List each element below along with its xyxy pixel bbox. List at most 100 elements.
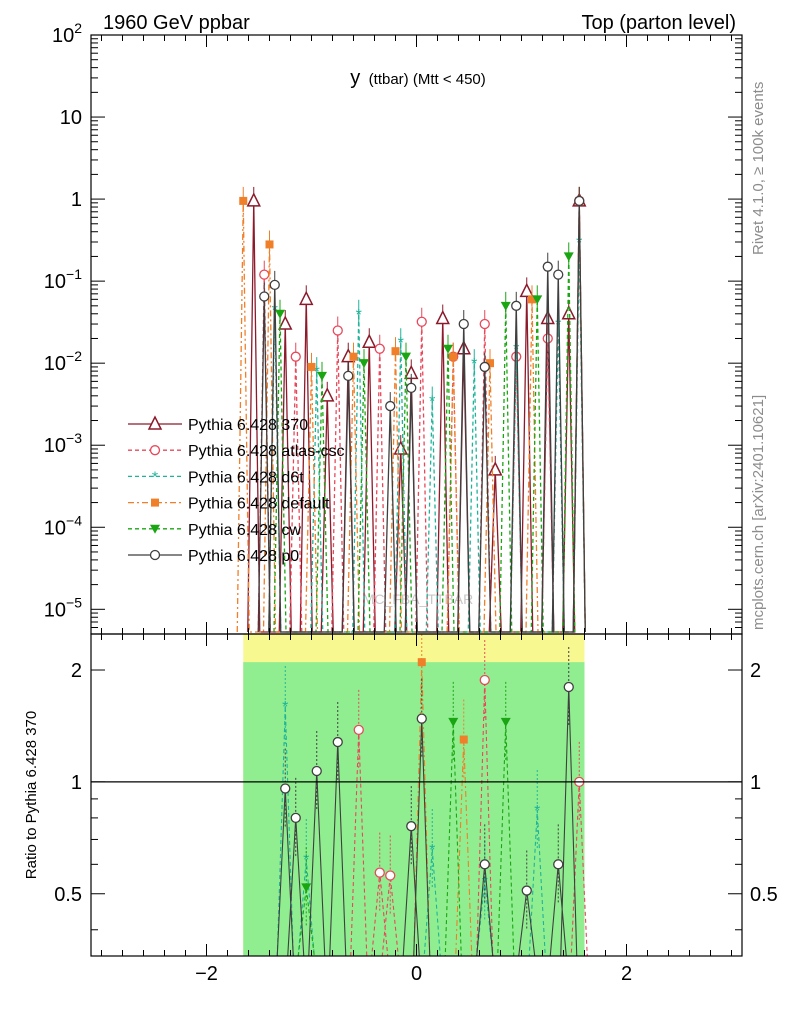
ratio-point: * — [429, 842, 435, 859]
legend-marker — [151, 498, 159, 507]
data-point: * — [513, 342, 519, 359]
data-point — [553, 269, 564, 280]
chart-title-sub: (ttbar) (Mtt < 450) — [369, 71, 486, 88]
data-point — [343, 370, 354, 382]
ratio-point — [563, 681, 574, 693]
legend-item: Pythia 6.428 atlas-csc — [128, 443, 345, 460]
data-point — [278, 315, 293, 330]
ratio-point — [301, 883, 312, 893]
ratio-point — [406, 821, 417, 832]
ratio-point — [448, 717, 459, 727]
rivet-version-label: Rivet 4.1.0, ≥ 100k events — [750, 82, 767, 255]
source-label: mcplots.cern.ch [arXiv:2401.10621] — [750, 395, 767, 630]
data-point — [391, 347, 400, 356]
legend-label: Pythia 6.428 cw — [188, 522, 301, 539]
ratio-point: * — [482, 874, 488, 891]
data-point: * — [471, 356, 477, 373]
data-point: * — [398, 335, 404, 352]
ratio-point — [417, 658, 426, 667]
data-point — [500, 301, 511, 311]
ratio-point — [459, 735, 468, 744]
ratio-y-tick-label: 2 — [71, 660, 82, 682]
data-point — [299, 290, 314, 306]
data-point — [317, 371, 327, 381]
data-point — [259, 269, 270, 280]
legend-item: Pythia 6.428 p0 — [128, 548, 299, 565]
y-tick-label: 102 — [52, 20, 82, 47]
y-tick-label: 10 — [60, 107, 82, 129]
legend-label: Pythia 6.428 370 — [188, 417, 308, 434]
data-point: * — [555, 317, 561, 334]
data-point — [511, 300, 522, 311]
ratio-y-tick-label: 0.5 — [54, 884, 82, 906]
data-point — [519, 282, 534, 298]
series-4 — [273, 242, 576, 633]
ratio-y-tick-label-right: 1 — [750, 772, 761, 794]
data-point — [393, 440, 408, 455]
data-point — [362, 333, 377, 348]
ratio-ylabel: Ratio to Pythia 6.428 370 — [23, 711, 40, 879]
header-left-label: 1960 GeV ppbar — [103, 12, 250, 34]
series-line — [257, 200, 586, 633]
legend-label: Pythia 6.428 atlas-csc — [188, 443, 345, 460]
data-point — [359, 359, 369, 369]
data-point — [269, 279, 280, 291]
data-point — [458, 318, 469, 330]
legend-label: Pythia 6.428 d6t — [188, 469, 304, 486]
data-point — [275, 309, 285, 319]
data-point — [486, 359, 494, 368]
y-tick-label: 10−5 — [44, 594, 82, 621]
data-point — [246, 192, 261, 207]
ratio-point — [500, 717, 511, 727]
y-tick-label: 1 — [71, 189, 82, 211]
ratio-point — [332, 736, 343, 748]
ratio-point — [553, 859, 564, 870]
data-point — [349, 352, 358, 361]
legend-item: Pythia 6.428 cw — [128, 522, 301, 539]
data-point — [401, 352, 411, 362]
data-point — [563, 252, 574, 262]
data-point: * — [429, 394, 435, 411]
chart-title: y (ttbar) (Mtt < 450) — [350, 67, 486, 89]
ratio-point — [416, 713, 427, 724]
legend-label: Pythia 6.428 p0 — [188, 548, 299, 565]
data-point — [239, 196, 248, 205]
y-tick-label: 10−4 — [44, 512, 82, 539]
watermark-label: MC_FBA_TTBAR — [363, 591, 473, 607]
ratio-band-green — [243, 662, 585, 956]
ratio-point — [311, 765, 322, 777]
x-tick-label: 0 — [411, 963, 422, 985]
ratio-y-tick-label-right: 2 — [750, 660, 761, 682]
y-tick-label: 10−2 — [44, 348, 82, 375]
ratio-point — [385, 870, 396, 881]
data-point — [259, 291, 270, 302]
series-5 — [257, 186, 586, 633]
ratio-point — [521, 885, 532, 896]
legend-label: Pythia 6.428 default — [188, 496, 330, 513]
data-point — [307, 362, 316, 371]
data-point — [385, 400, 396, 412]
data-point — [540, 309, 555, 325]
data-point — [320, 387, 335, 402]
data-point — [332, 325, 343, 336]
legend-item: Pythia 6.428 default — [128, 496, 330, 513]
data-point — [542, 333, 553, 344]
data-point — [479, 318, 490, 330]
data-point — [449, 352, 458, 361]
ratio-line — [297, 721, 515, 957]
data-point — [416, 316, 427, 327]
series-layer: ********* — [236, 186, 587, 633]
ratio-point — [280, 783, 291, 794]
data-point — [443, 344, 453, 354]
ratio-point — [479, 674, 490, 686]
ratio-y-tick-label: 1 — [71, 772, 82, 794]
chart-title-main: y — [350, 67, 360, 89]
ratio-series-layer: ***** — [276, 634, 588, 957]
y-tick-label: 10−1 — [44, 266, 82, 293]
legend-marker — [147, 415, 163, 430]
data-point — [374, 343, 385, 354]
ratio-point — [479, 859, 490, 870]
y-tick-label: 10−3 — [44, 430, 82, 457]
ratio-point — [353, 724, 364, 736]
x-tick-label: −2 — [195, 963, 218, 985]
